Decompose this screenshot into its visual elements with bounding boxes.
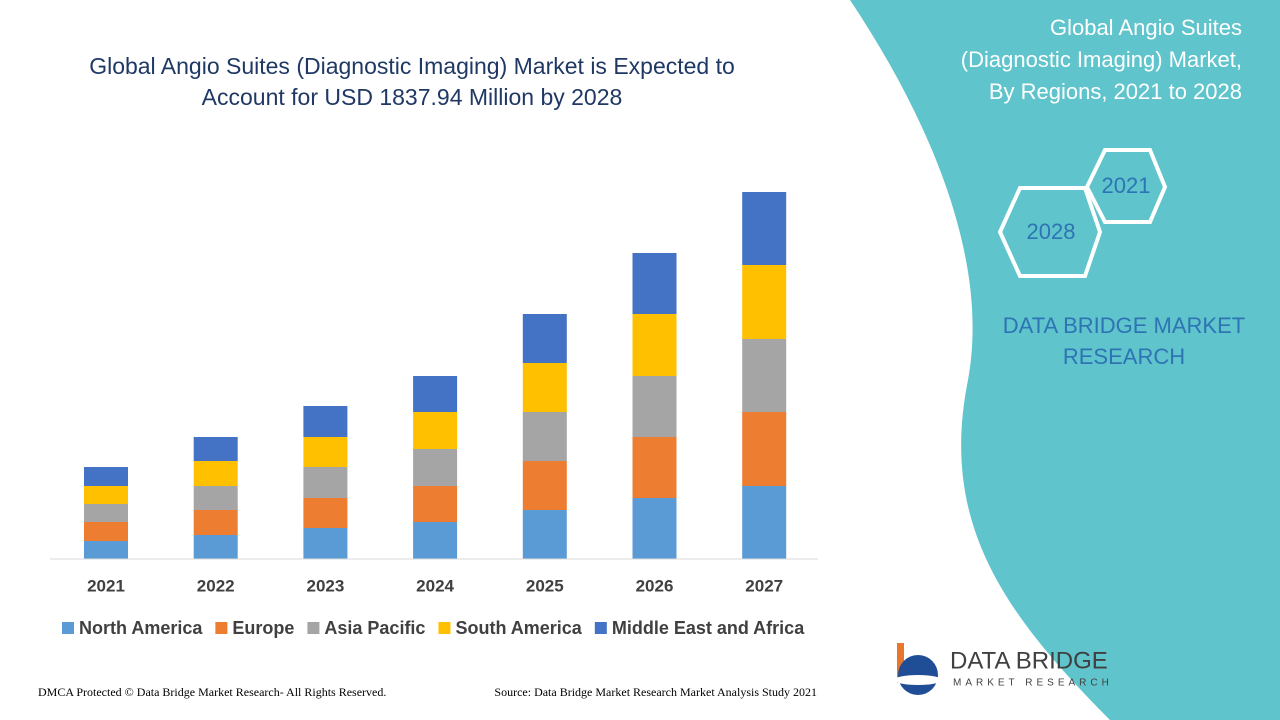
x-tick-label: 2021 <box>87 576 125 595</box>
bar-segment <box>193 461 238 486</box>
x-tick-label: 2024 <box>416 576 454 595</box>
bar-segment <box>742 339 787 412</box>
brand-text: DATA BRIDGE MARKET <box>1003 313 1245 338</box>
legend-label: Asia Pacific <box>324 618 425 638</box>
bar-segment <box>413 449 458 486</box>
panel-title: By Regions, 2021 to 2028 <box>989 79 1242 104</box>
bar-segment <box>84 504 128 522</box>
bar-segment <box>84 522 128 541</box>
footer-left: DMCA Protected © Data Bridge Market Rese… <box>38 685 386 699</box>
legend-swatch <box>438 622 451 634</box>
logo-swoosh <box>894 675 942 685</box>
hex-label: 2028 <box>1027 219 1076 244</box>
bar-segment <box>632 376 677 437</box>
bar-segment <box>303 406 348 437</box>
logo-stem <box>897 643 904 683</box>
legend-label: Middle East and Africa <box>612 618 805 638</box>
bar-segment <box>522 314 567 363</box>
bar-segment <box>632 253 677 314</box>
hexagon <box>997 186 1103 278</box>
hexagon <box>1084 148 1168 224</box>
legend-label: Europe <box>232 618 294 638</box>
footer-right: Source: Data Bridge Market Research Mark… <box>494 685 817 699</box>
bar-segment <box>413 412 458 449</box>
bar-segment <box>84 467 128 486</box>
x-tick-label: 2023 <box>306 576 344 595</box>
bar-segment <box>522 412 567 461</box>
bar-segment <box>413 522 458 559</box>
legend-label: North America <box>79 618 203 638</box>
bar-segment <box>84 486 128 504</box>
x-tick-label: 2026 <box>636 576 674 595</box>
bar-segment <box>632 498 677 559</box>
bar-segment <box>742 412 787 486</box>
bar-segment <box>522 510 567 559</box>
chart-title: Global Angio Suites (Diagnostic Imaging)… <box>89 53 735 79</box>
legend-swatch <box>215 622 228 634</box>
brand-text: RESEARCH <box>1063 344 1185 369</box>
bar-segment <box>742 265 787 339</box>
chart-title: Account for USD 1837.94 Million by 2028 <box>202 84 623 110</box>
legend-swatch <box>62 622 74 634</box>
bar-segment <box>632 314 677 376</box>
x-tick-label: 2027 <box>745 576 783 595</box>
bar-segment <box>522 363 567 412</box>
side-panel-bg <box>850 0 1280 720</box>
bar-segment <box>193 535 238 559</box>
bar-segment <box>742 486 787 559</box>
legend-label: South America <box>455 618 582 638</box>
bar-segment <box>303 467 348 498</box>
hex-label: 2021 <box>1102 173 1151 198</box>
bar-segment <box>742 192 787 265</box>
bar-segment <box>193 486 238 510</box>
logo-mark <box>894 643 942 695</box>
logo-tagline: MARKET RESEARCH <box>953 678 1113 689</box>
bar-segment <box>193 437 238 461</box>
bar-segment <box>632 437 677 498</box>
bar-segment <box>303 437 348 467</box>
x-tick-label: 2022 <box>197 576 235 595</box>
panel-title: (Diagnostic Imaging) Market, <box>961 47 1242 72</box>
bar-segment <box>413 486 458 522</box>
x-tick-label: 2025 <box>526 576 564 595</box>
bar-segment <box>522 461 567 510</box>
panel-title: Global Angio Suites <box>1050 15 1242 40</box>
legend-swatch <box>307 622 320 634</box>
bar-segment <box>193 510 238 535</box>
bar-segment <box>303 498 348 528</box>
logo-name: DATA BRIDGE <box>950 647 1108 674</box>
bar-segment <box>413 376 458 412</box>
bar-segment <box>84 541 128 559</box>
bar-segment <box>303 528 348 559</box>
legend-swatch <box>594 622 607 634</box>
